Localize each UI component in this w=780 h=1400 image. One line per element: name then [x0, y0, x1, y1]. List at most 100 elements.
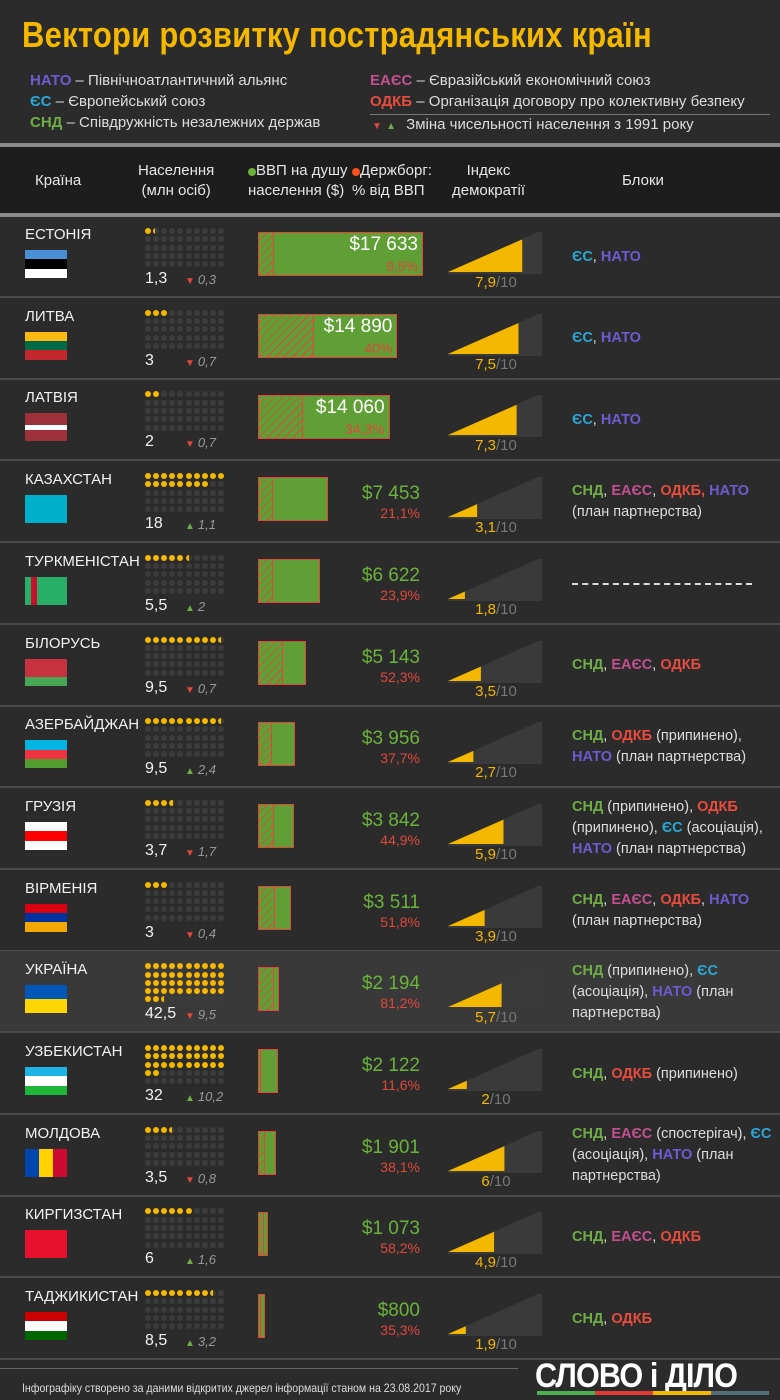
country-flag	[25, 985, 67, 1014]
population-dot	[193, 1143, 200, 1150]
population-dot	[185, 963, 192, 970]
population-dot	[161, 326, 168, 333]
democracy-max: /10	[496, 927, 517, 945]
down-arrow-icon: ▼	[185, 439, 195, 451]
table-row: ТУРКМЕНІСТАН 5,5 ▲ 2 $6 622 23,9% 1,8/10	[0, 543, 780, 625]
population-dot	[201, 1306, 208, 1313]
population-dot	[145, 473, 151, 480]
population-dot	[145, 1134, 151, 1141]
bloc-name: НАТО	[600, 330, 641, 347]
population-value: 9,5	[145, 760, 168, 778]
population-dot	[201, 244, 208, 251]
bloc-note: (асоціація),	[682, 820, 763, 837]
population-dot	[145, 751, 151, 758]
bloc-note: (асоціація),	[572, 983, 653, 1000]
header-divider	[0, 213, 780, 217]
population-change: ▼ 0,3	[185, 272, 216, 287]
population-dot	[217, 898, 224, 905]
gdp-value: $3 842	[361, 809, 420, 831]
population-dot	[193, 1053, 200, 1060]
democracy-gauge	[448, 1294, 542, 1337]
population-dot	[145, 1069, 151, 1076]
footer-divider	[0, 1368, 518, 1369]
population-dot	[153, 644, 160, 651]
population-dot	[193, 1151, 200, 1158]
population-dot	[177, 1216, 184, 1223]
population-dot	[161, 1045, 168, 1051]
population-dot	[209, 481, 216, 488]
population-dot	[209, 1053, 216, 1060]
population-dot-grid	[145, 1290, 227, 1332]
legend-right: ЕАЄС – Євразійський економічний союз ОДКБ…	[370, 70, 745, 112]
population-dot	[201, 1208, 208, 1215]
population-dot	[209, 906, 216, 913]
country-flag	[25, 658, 67, 687]
population-dot	[209, 979, 216, 986]
flag-stripe	[25, 576, 31, 605]
population-dot	[145, 1233, 151, 1240]
population-dot	[177, 506, 184, 513]
population-dot	[145, 906, 151, 913]
population-dot	[185, 833, 192, 840]
country-flag	[25, 576, 67, 605]
population-dot	[185, 587, 192, 594]
population-dot	[153, 734, 160, 741]
debt-bar	[259, 968, 275, 1011]
population-dot	[193, 506, 200, 513]
population-dot	[153, 563, 160, 570]
population-dot	[145, 824, 151, 831]
population-dot	[177, 424, 184, 431]
population-dot	[193, 799, 200, 806]
population-dot	[193, 734, 200, 741]
democracy-gauge-fill	[448, 983, 502, 1008]
population-dot	[177, 1143, 184, 1150]
population-dot	[217, 889, 224, 896]
population-dot	[193, 571, 200, 578]
democracy-max: /10	[496, 682, 517, 700]
population-dot	[193, 416, 200, 423]
population-dot	[169, 816, 176, 823]
population-dot	[193, 407, 200, 414]
population-dot	[217, 996, 224, 1003]
population-dot	[193, 391, 200, 398]
country-name: БІЛОРУСЬ	[25, 634, 101, 652]
population-dot	[185, 1069, 192, 1076]
population-dot	[217, 1045, 224, 1051]
bloc-name: ОДКБ	[697, 799, 738, 816]
population-dot	[209, 342, 216, 349]
population-dot	[185, 481, 192, 488]
population-dot	[217, 669, 224, 676]
population-dot	[153, 726, 160, 733]
population-dot	[177, 1061, 184, 1068]
bloc-name: ЄС	[661, 820, 683, 837]
population-dot	[177, 1126, 184, 1133]
population-dot	[201, 506, 208, 513]
democracy-score: 7,9/10	[446, 274, 546, 291]
country-name: ТУРКМЕНІСТАН	[25, 552, 140, 570]
population-dot	[185, 881, 192, 888]
debt-value: 37,7%	[380, 750, 420, 767]
population-change: ▼ 0,4	[185, 926, 216, 941]
population-dot	[209, 391, 216, 398]
population-dot	[217, 636, 224, 643]
bloc-note: ,	[603, 1065, 612, 1082]
population-dot	[209, 326, 216, 333]
population-dot	[201, 228, 208, 234]
population-dot	[193, 669, 200, 676]
population-dot	[161, 317, 168, 324]
population-dot	[153, 816, 160, 823]
population-dot	[177, 334, 184, 341]
flag-stripe	[25, 424, 67, 431]
population-dot	[145, 914, 151, 921]
population-dot	[145, 1306, 151, 1313]
population-dot	[209, 252, 216, 259]
population-dot	[145, 718, 151, 725]
gdp-value: $7 453	[361, 483, 420, 505]
population-dot	[209, 726, 216, 733]
population-dot	[209, 833, 216, 840]
democracy-gauge-fill	[448, 591, 465, 599]
population-dot	[161, 734, 168, 741]
gdp-bar	[258, 1212, 269, 1257]
population-dot-grid	[145, 473, 227, 515]
flag-stripe	[25, 677, 67, 687]
